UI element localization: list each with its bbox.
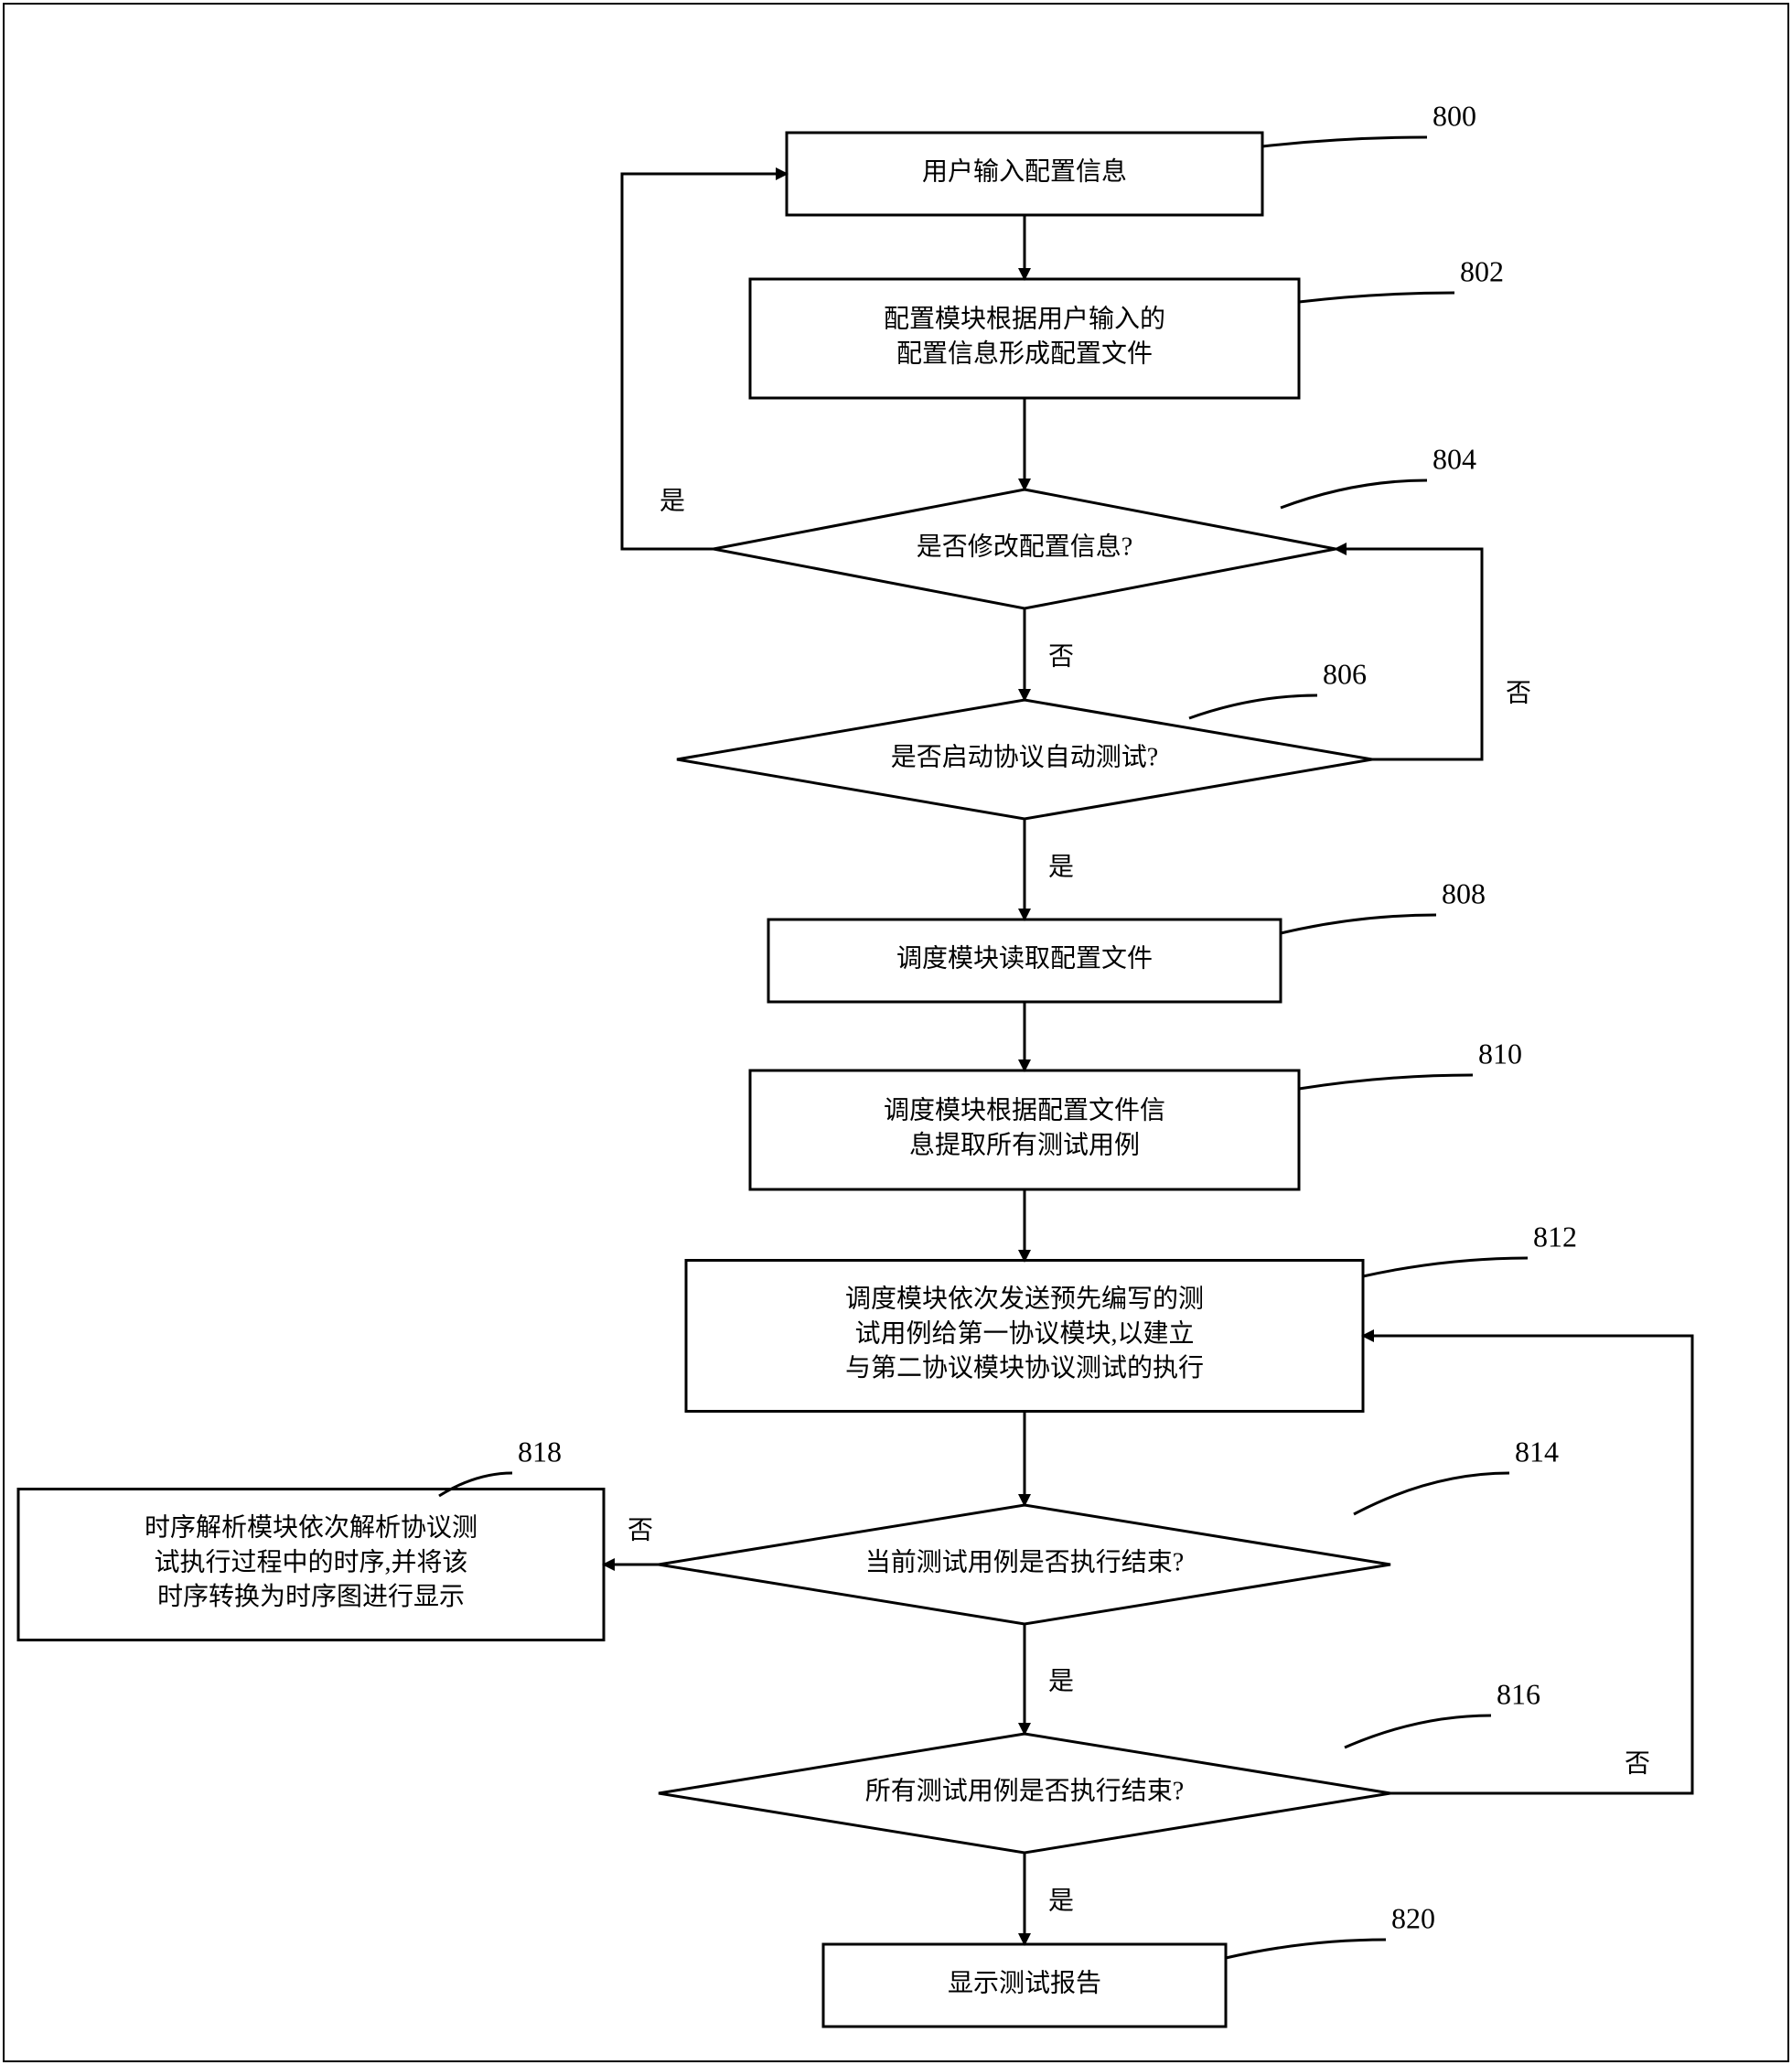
ref-number: 800 [1433,99,1476,132]
node-n806: 是否启动协议自动测试? [677,700,1372,819]
ref-number: 814 [1515,1435,1559,1468]
edge-n806-n808: 是 [1025,819,1074,920]
node-text: 配置信息形成配置文件 [896,339,1153,368]
ref-number: 808 [1442,877,1486,909]
edge-label: 否 [1625,1749,1650,1778]
edge-label: 是 [1048,1667,1074,1695]
ref-label-n804: 804 [1281,442,1476,508]
node-text: 调度模块读取配置文件 [896,943,1153,973]
edge-label: 是 [660,487,685,515]
ref-number: 806 [1323,657,1367,690]
edge-label: 否 [1506,679,1531,707]
flowchart-canvas: 用户输入配置信息配置模块根据用户输入的配置信息形成配置文件是否修改配置信息?是否… [0,0,1792,2065]
ref-label-n818: 818 [439,1435,562,1496]
edge-n806-n804: 否 [1336,549,1531,759]
node-n818: 时序解析模块依次解析协议测试执行过程中的时序,并将该时序转换为时序图进行显示 [18,1490,604,1640]
node-text: 用户输入配置信息 [922,156,1127,186]
ref-number: 816 [1497,1677,1540,1710]
node-text: 与第二协议模块协议测试的执行 [845,1353,1204,1382]
ref-label-n820: 820 [1226,1901,1435,1958]
edge-label: 否 [1048,642,1074,671]
edge-n804-n806: 否 [1025,608,1074,700]
ref-label-n812: 812 [1363,1220,1577,1276]
ref-number: 802 [1460,254,1504,287]
node-text: 显示测试报告 [948,1968,1101,1997]
ref-number: 820 [1391,1901,1435,1934]
node-n800: 用户输入配置信息 [787,133,1262,215]
ref-label-n800: 800 [1262,99,1476,146]
ref-label-n802: 802 [1299,254,1504,302]
node-text: 时序解析模块依次解析协议测 [145,1513,478,1543]
node-n812: 调度模块依次发送预先编写的测试用例给第一协议模块,以建立与第二协议模块协议测试的… [686,1261,1363,1412]
edge-label: 是 [1048,1887,1074,1915]
ref-label-n806: 806 [1189,657,1367,718]
node-text: 所有测试用例是否执行结束? [865,1776,1184,1805]
node-text: 是否修改配置信息? [917,532,1132,561]
node-text: 息提取所有测试用例 [909,1130,1140,1159]
edge-n814-n816: 是 [1025,1624,1074,1734]
node-n810: 调度模块根据配置文件信息提取所有测试用例 [750,1070,1299,1189]
edge-n816-n820: 是 [1025,1853,1074,1944]
ref-number: 804 [1433,442,1476,475]
ref-number: 810 [1478,1037,1522,1070]
ref-number: 812 [1533,1220,1577,1253]
node-n816: 所有测试用例是否执行结束? [659,1734,1390,1853]
node-n814: 当前测试用例是否执行结束? [659,1505,1390,1624]
node-n802: 配置模块根据用户输入的配置信息形成配置文件 [750,279,1299,398]
node-text: 试执行过程中的时序,并将该 [154,1547,467,1576]
node-n808: 调度模块读取配置文件 [768,920,1281,1002]
ref-label-n816: 816 [1345,1677,1540,1748]
edge-n814-n818: 否 [604,1516,659,1565]
node-text: 试用例给第一协议模块,以建立 [854,1318,1194,1348]
ref-label-n810: 810 [1299,1037,1522,1089]
ref-label-n808: 808 [1281,877,1486,933]
node-n820: 显示测试报告 [823,1944,1226,2027]
edge-label: 否 [628,1516,653,1544]
node-text: 时序转换为时序图进行显示 [157,1582,465,1611]
ref-number: 818 [518,1435,562,1468]
node-text: 调度模块根据配置文件信 [884,1096,1165,1125]
ref-label-n814: 814 [1354,1435,1559,1514]
node-text: 配置模块根据用户输入的 [884,305,1165,334]
node-text: 是否启动协议自动测试? [891,742,1158,771]
node-text: 当前测试用例是否执行结束? [865,1547,1184,1576]
node-n804: 是否修改配置信息? [714,489,1336,608]
edge-label: 是 [1048,853,1074,881]
node-text: 调度模块依次发送预先编写的测 [845,1285,1204,1314]
